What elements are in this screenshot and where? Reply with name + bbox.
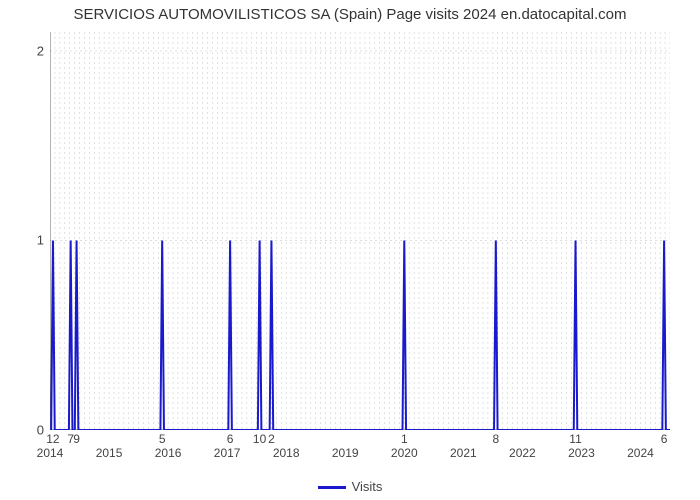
legend-label: Visits <box>352 479 383 494</box>
legend-swatch <box>318 486 346 489</box>
chart-title: SERVICIOS AUTOMOVILISTICOS SA (Spain) Pa… <box>0 6 700 23</box>
x-year-label: 2024 <box>627 446 654 460</box>
y-tick-label: 2 <box>37 43 44 58</box>
x-spike-label: 9 <box>73 432 80 446</box>
x-year-label: 2019 <box>332 446 359 460</box>
legend: Visits <box>0 479 700 494</box>
x-spike-label: 11 <box>569 432 581 446</box>
x-year-label: 2016 <box>155 446 182 460</box>
x-spike-label: 10 <box>253 432 266 446</box>
x-year-label: 2015 <box>96 446 123 460</box>
plot-area <box>50 32 670 430</box>
x-spike-label: 8 <box>492 432 499 446</box>
x-year-label: 2020 <box>391 446 418 460</box>
x-year-label: 2022 <box>509 446 536 460</box>
x-year-label: 2014 <box>37 446 64 460</box>
y-tick-label: 0 <box>37 423 44 438</box>
x-year-label: 2023 <box>568 446 595 460</box>
x-spike-label: 12 <box>46 432 59 446</box>
page-visits-chart: SERVICIOS AUTOMOVILISTICOS SA (Spain) Pa… <box>0 0 700 500</box>
x-year-label: 2018 <box>273 446 300 460</box>
x-spike-label: 1 <box>401 432 408 446</box>
x-year-label: 2021 <box>450 446 477 460</box>
x-spike-label: 6 <box>227 432 234 446</box>
x-year-label: 2017 <box>214 446 241 460</box>
x-spike-label: 2 <box>268 432 275 446</box>
x-spike-label: 6 <box>661 432 668 446</box>
chart-svg <box>50 32 670 430</box>
y-tick-label: 1 <box>37 233 44 248</box>
x-spike-label: 5 <box>159 432 166 446</box>
